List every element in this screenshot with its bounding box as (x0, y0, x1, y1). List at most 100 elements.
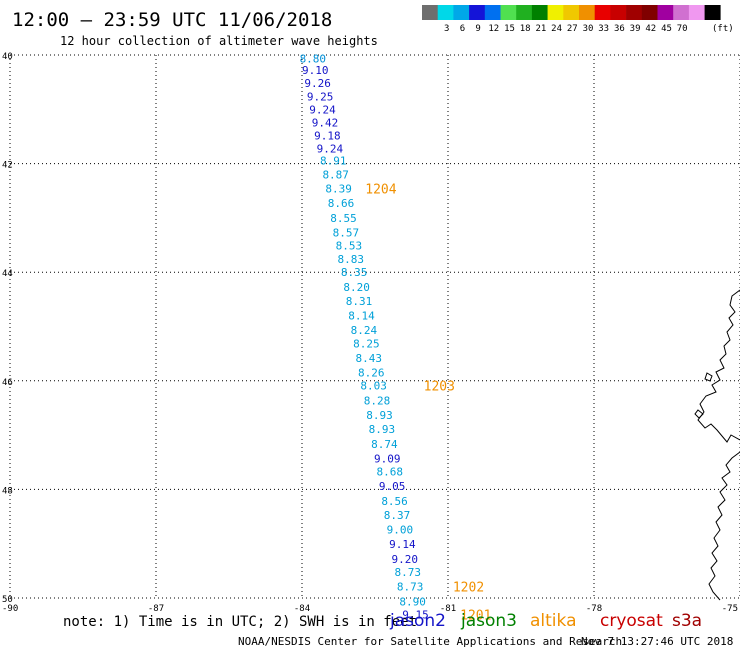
colorbar-label: 42 (645, 24, 656, 34)
wave-height-label: 9.18 (314, 129, 341, 142)
colorbar-label: 36 (614, 24, 625, 34)
wave-height-label: 8.73 (394, 566, 421, 579)
colorbar-label: 39 (630, 24, 641, 34)
colorbar-unit: (ft) (712, 24, 734, 34)
pass-time-label: 1202 (453, 581, 484, 596)
colorbar-swatch (673, 5, 690, 20)
wave-height-label: 8.53 (336, 240, 363, 253)
colorbar-label: 30 (583, 24, 594, 34)
colorbar-swatch (688, 5, 705, 20)
footer-credit: NOAA/NESDIS Center for Satellite Applica… (238, 635, 622, 648)
coastline (694, 289, 740, 601)
page-title: 12:00 – 23:59 UTC 11/06/2018 (12, 9, 332, 31)
y-tick-label: 46 (2, 378, 13, 388)
x-tick-label: -84 (294, 604, 310, 614)
wave-height-label: 8.68 (376, 465, 403, 478)
colorbar-label: 45 (661, 24, 672, 34)
y-tick-label: 48 (2, 486, 13, 496)
colorbar-swatch (626, 5, 643, 20)
colorbar-swatch (657, 5, 674, 20)
wave-height-label: 8.93 (366, 409, 393, 422)
map-grid (9, 54, 740, 599)
colorbar-swatch (594, 5, 611, 20)
satellite-legend-altika: altika (530, 611, 577, 631)
colorbar-swatch (563, 5, 580, 20)
colorbar-label: 24 (551, 24, 562, 34)
colorbar: 3 6 9 12 15 18 21 24 27 30 33 36 39 42 45 70 (422, 5, 721, 34)
wave-height-label: 8.80 (300, 52, 327, 65)
wave-height-label: 9.15 (402, 608, 429, 621)
wave-height-label: 8.24 (351, 324, 378, 337)
wave-height-label: 8.93 (369, 423, 396, 436)
wave-height-label: 8.20 (343, 281, 370, 294)
colorbar-swatch (579, 5, 595, 20)
wave-height-label: 9.42 (312, 116, 339, 129)
colorbar-label: 21 (535, 24, 546, 34)
colorbar-label: 12 (488, 24, 499, 34)
wave-height-label: 8.73 (397, 581, 424, 594)
wave-height-label: 8.03 (360, 380, 387, 393)
pass-time-label: 1201 (460, 608, 491, 623)
wave-height-label: 8.25 (353, 337, 380, 350)
colorbar-label: 33 (598, 24, 609, 34)
wave-height-label: 9.24 (309, 103, 336, 116)
colorbar-swatch (469, 5, 486, 20)
wave-height-label: 9.10 (302, 64, 329, 77)
colorbar-label: 70 (677, 24, 688, 34)
altimeter-track: 8.809.109.269.259.249.429.189.248.918.87… (300, 52, 492, 623)
colorbar-label: 6 (460, 24, 465, 34)
colorbar-label: 27 (567, 24, 578, 34)
wave-height-label: 9.05 (379, 480, 406, 493)
footer-note: note: 1) Time is in UTC; 2) SWH is in fe… (63, 614, 417, 630)
wave-height-label: 8.26 (358, 367, 385, 380)
colorbar-label: 9 (475, 24, 480, 34)
colorbar-swatch (500, 5, 517, 20)
colorbar-swatch (516, 5, 533, 20)
wave-height-label: 8.83 (338, 253, 365, 266)
pass-time-label: 1204 (365, 183, 396, 198)
colorbar-swatch (704, 5, 721, 20)
colorbar-swatch (437, 5, 454, 20)
wave-height-label: 8.74 (371, 438, 398, 451)
wave-height-label: 9.26 (304, 77, 331, 90)
x-tick-label: -75 (722, 604, 738, 614)
wave-height-label: 8.31 (346, 295, 373, 308)
x-tick-label: -78 (586, 604, 602, 614)
page-subtitle: 12 hour collection of altimeter wave hei… (60, 34, 378, 48)
wave-height-label: 8.37 (384, 509, 411, 522)
wave-height-label: 8.39 (325, 183, 352, 196)
colorbar-swatch (422, 5, 438, 20)
x-tick-label: -81 (440, 604, 456, 614)
wave-height-label: 8.55 (330, 212, 357, 225)
colorbar-label: 18 (520, 24, 531, 34)
wave-height-label: 8.57 (333, 227, 360, 240)
satellite-legend-s3a: s3a (672, 611, 702, 631)
wave-height-label: 9.25 (307, 90, 334, 103)
wave-height-label: 8.91 (320, 154, 347, 167)
wave-height-label: 8.66 (328, 197, 355, 210)
footer-timestamp: Nov 7 13:27:46 UTC 2018 (581, 635, 733, 648)
colorbar-swatch (641, 5, 658, 20)
wave-height-label: 9.09 (374, 452, 401, 465)
colorbar-swatch (610, 5, 627, 20)
satellite-legend-jason3: jason3 (460, 611, 517, 631)
satellite-legend: jason2 jason3 altika cryosat s3a (389, 611, 702, 631)
y-tick-label: 50 (2, 595, 13, 605)
wave-height-label: 8.87 (322, 168, 349, 181)
axis-ticks: 40 42 44 46 48 50-90 -87 -84 -81 -78 -75 (2, 52, 738, 614)
wave-height-label: 8.43 (356, 352, 383, 365)
x-tick-label: -87 (148, 604, 164, 614)
satellite-legend-jason2: jason2 (389, 611, 446, 631)
wave-height-label: 9.24 (317, 142, 344, 155)
colorbar-swatch (453, 5, 470, 20)
wave-height-label: 9.00 (387, 524, 414, 537)
y-tick-label: 42 (2, 161, 13, 171)
colorbar-swatch (531, 5, 548, 20)
satellite-legend-cryosat: cryosat (600, 611, 663, 631)
wave-height-label: 8.28 (364, 394, 391, 407)
y-tick-label: 40 (2, 52, 13, 62)
wave-height-label: 8.90 (399, 595, 426, 608)
wave-height-label: 9.14 (389, 538, 416, 551)
